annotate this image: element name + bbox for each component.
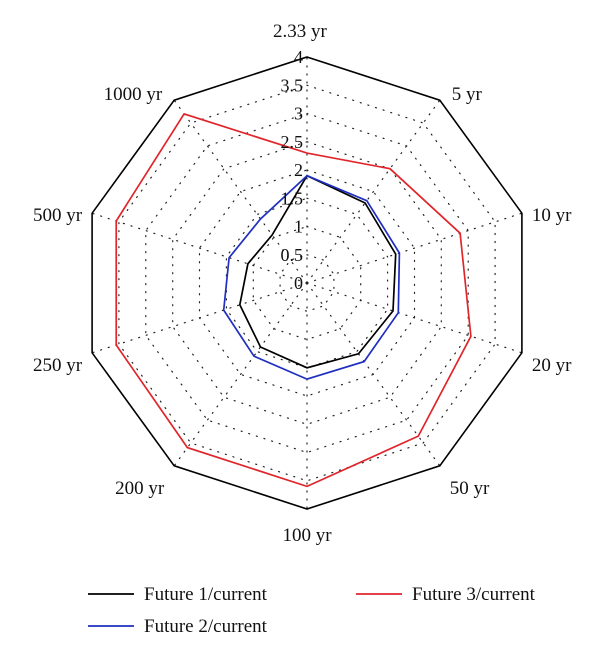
grid-spoke [306,99,441,284]
grid-spoke [306,212,523,284]
category-label: 100 yr [282,525,332,546]
series-line-3 [115,112,472,488]
grid-spoke [306,282,523,354]
category-label: 1000 yr [104,84,163,105]
grid-spoke [91,282,308,354]
category-label: 20 yr [532,355,572,376]
category-label: 10 yr [532,205,572,226]
legend: Future 1/current Future 2/current Future 3… [88,584,536,637]
grid-spoke [173,282,308,467]
grid-ring [172,141,442,425]
legend-label: Future 3/current [412,584,536,605]
category-label: 200 yr [115,478,165,499]
radial-tick-label: 1.5 [281,188,304,208]
grid-spoke [173,99,308,284]
radial-tick-label: 3.5 [281,75,304,95]
radial-tick-label: 3 [294,104,303,124]
radial-tick-label: 0 [294,273,303,293]
legend-label: Future 1/current [144,584,268,605]
grid-ring [145,112,469,454]
outer-frame [91,56,523,510]
radial-tick-label: 0.5 [281,245,304,265]
radar-series [115,112,472,488]
grid-spoke [91,212,308,284]
series-line-2 [222,174,401,381]
category-label: 5 yr [452,84,483,105]
grid-spoke [306,282,441,467]
series-line-1 [238,174,397,369]
category-label: 250 yr [33,355,83,376]
radial-tick-labels: 0 0.5 1 1.5 2 2.5 3 3.5 4 [281,47,304,293]
legend-label: Future 2/current [144,616,268,637]
radar-grid [91,56,523,510]
category-label: 2.33 yr [273,21,328,42]
radial-tick-label: 4 [294,47,303,67]
radial-tick-label: 2 [294,160,303,180]
category-label: 50 yr [450,478,490,499]
radial-tick-label: 1 [294,217,303,237]
category-label: 500 yr [33,205,83,226]
radial-tick-label: 2.5 [281,132,304,152]
